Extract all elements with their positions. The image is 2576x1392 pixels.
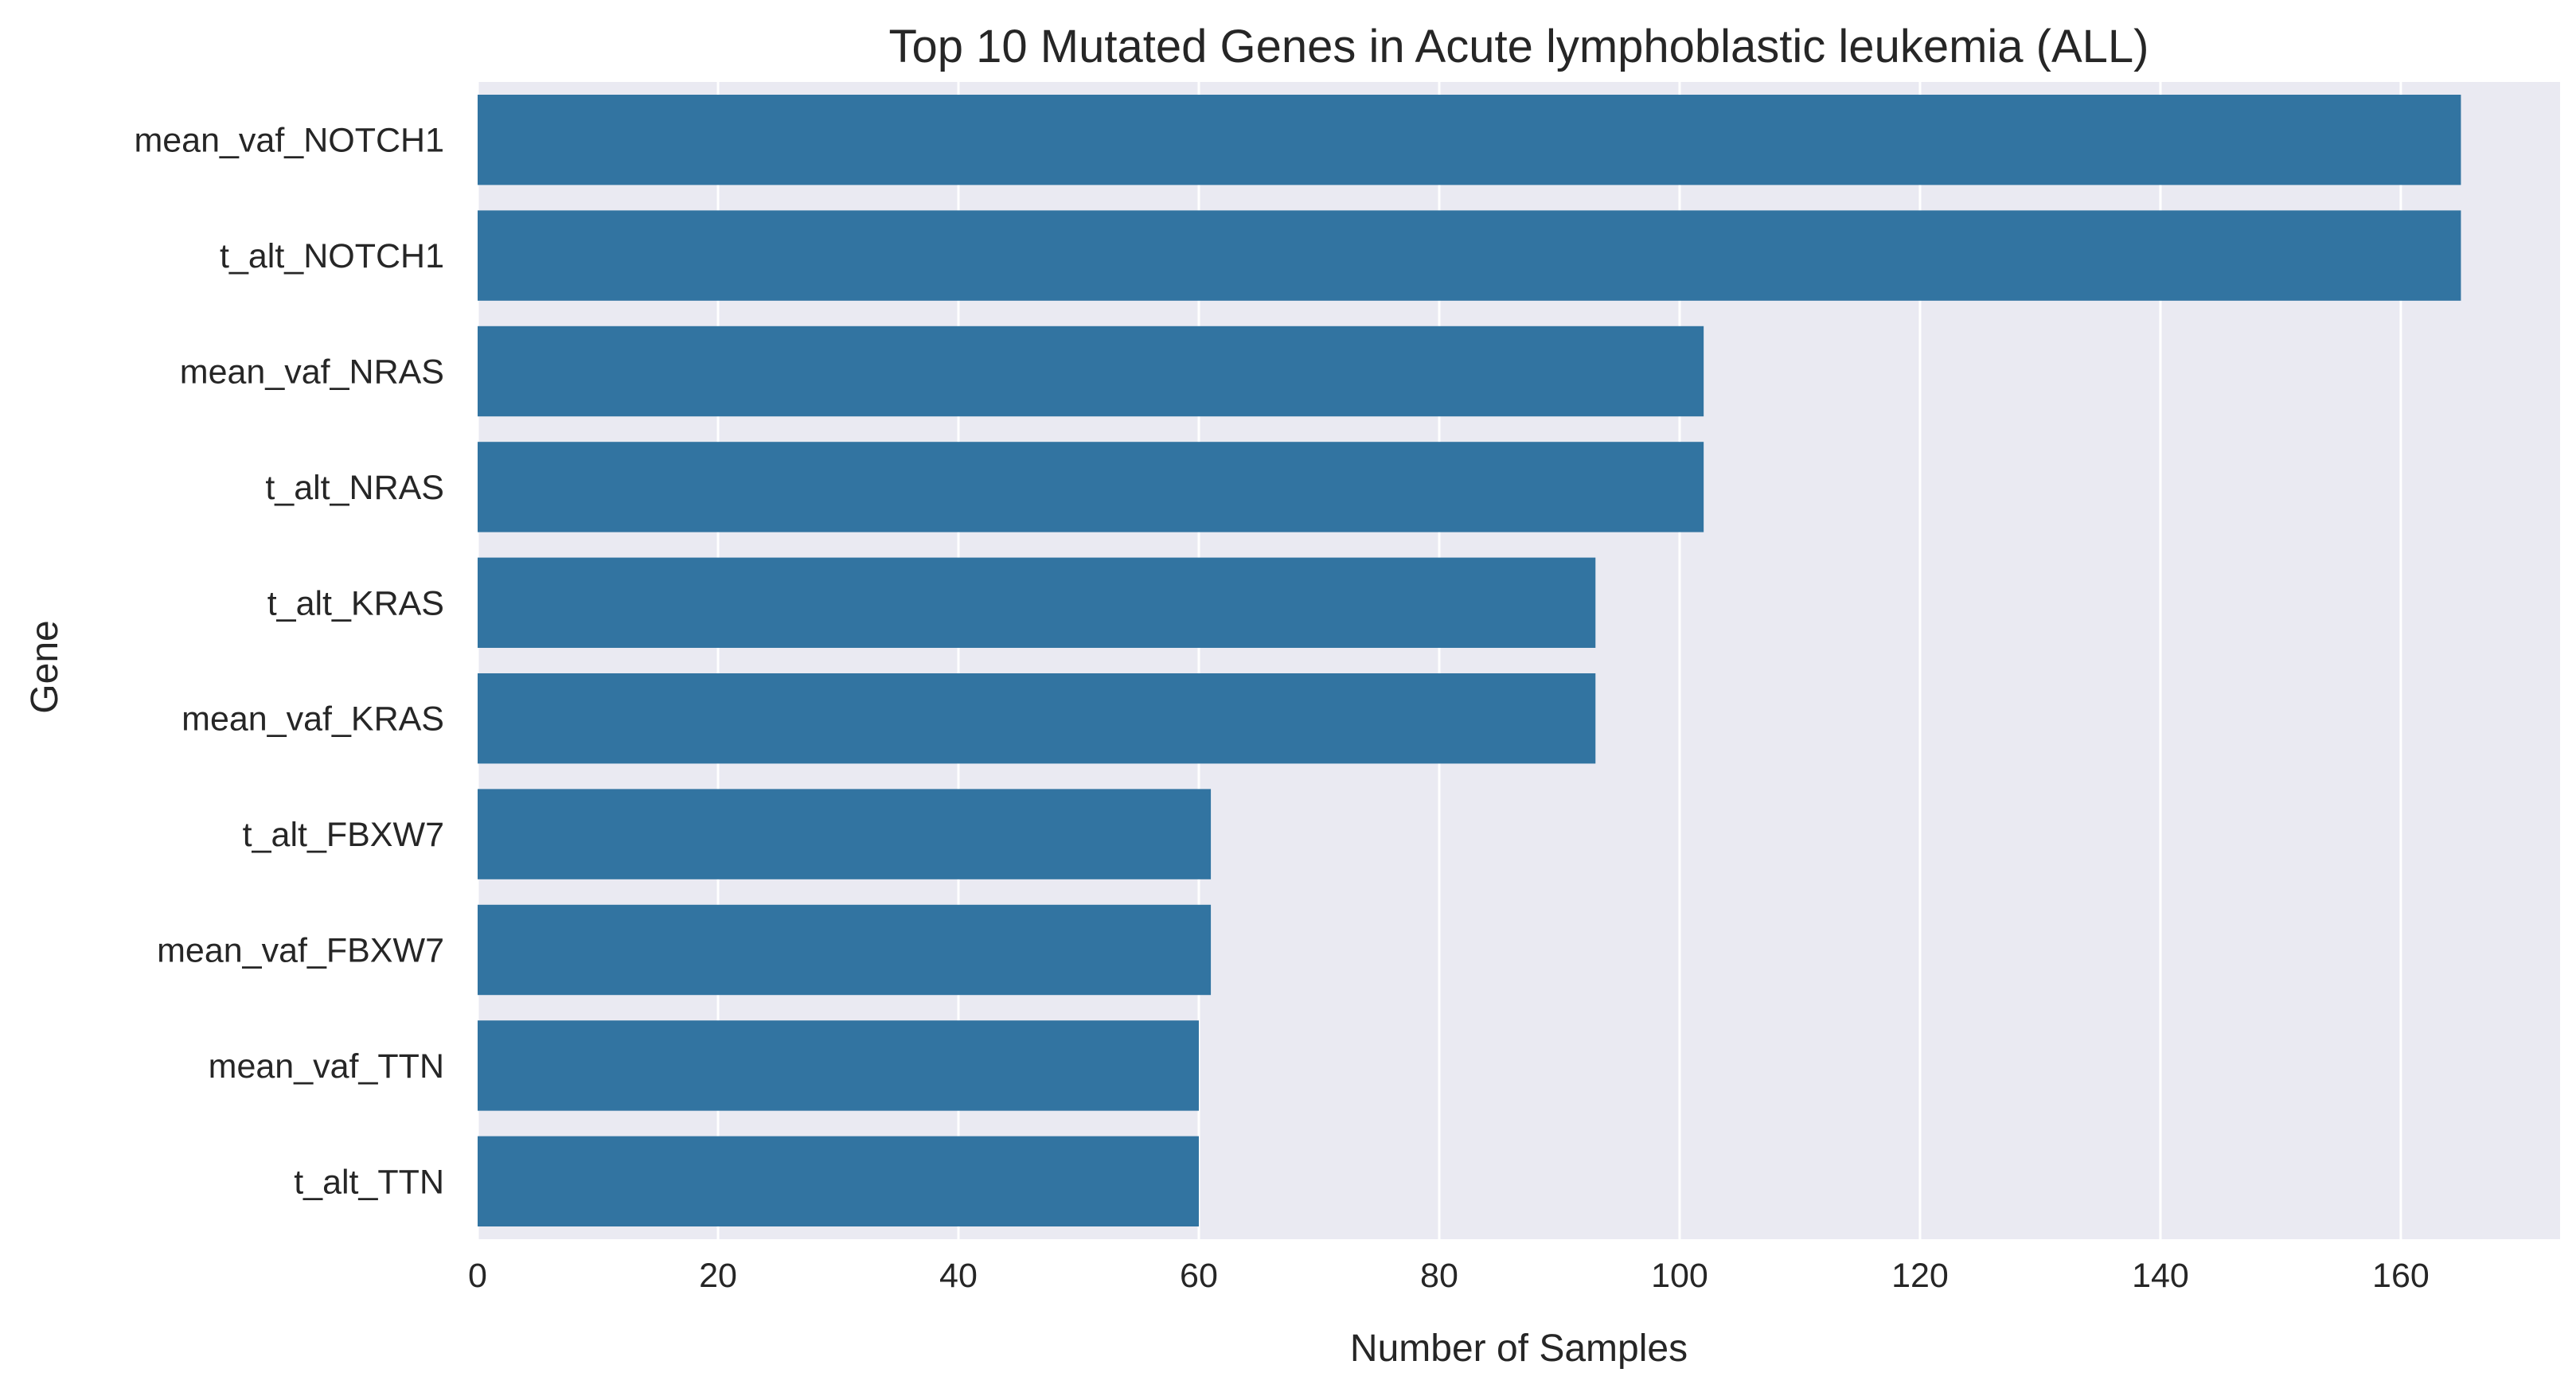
y-tick-label: t_alt_NOTCH1 [220, 237, 444, 275]
bar [478, 442, 1704, 532]
bar [478, 1020, 1199, 1111]
bar [478, 673, 1596, 764]
y-tick-label: mean_vaf_TTN [209, 1047, 444, 1086]
x-axis-label: Number of Samples [1350, 1328, 1688, 1370]
x-axis-ticks: 0 20 40 60 80 100 120 140 160 [468, 1257, 2430, 1295]
chart-title: Top 10 Mutated Genes in Acute lymphoblas… [889, 21, 2149, 72]
x-tick-label: 160 [2372, 1257, 2430, 1295]
y-axis-ticks: mean_vaf_NOTCH1 t_alt_NOTCH1 mean_vaf_NRAS… [134, 122, 444, 1202]
y-tick-label: mean_vaf_NOTCH1 [134, 122, 444, 160]
x-tick-label: 20 [699, 1257, 737, 1295]
y-tick-label: mean_vaf_NRAS [180, 353, 444, 392]
y-tick-label: t_alt_NRAS [265, 469, 444, 507]
y-tick-label: t_alt_FBXW7 [243, 816, 444, 854]
bar [478, 904, 1212, 996]
y-tick-label: mean_vaf_KRAS [181, 700, 444, 739]
bar [478, 326, 1704, 417]
y-tick-label: t_alt_TTN [294, 1163, 444, 1201]
bar [478, 94, 2461, 185]
bar [478, 789, 1212, 879]
x-tick-label: 60 [1180, 1257, 1218, 1295]
x-tick-label: 100 [1651, 1257, 1708, 1295]
x-tick-label: 80 [1420, 1257, 1458, 1295]
bars [478, 94, 2461, 1227]
x-tick-label: 0 [468, 1257, 487, 1295]
y-axis-label: Gene [24, 620, 66, 713]
y-tick-label: mean_vaf_FBXW7 [157, 932, 444, 970]
x-tick-label: 140 [2132, 1257, 2189, 1295]
bar [478, 210, 2461, 301]
bar [478, 1136, 1199, 1227]
bar [478, 557, 1596, 649]
x-tick-label: 120 [1891, 1257, 1949, 1295]
y-tick-label: t_alt_KRAS [267, 584, 444, 622]
x-tick-label: 40 [939, 1257, 978, 1295]
